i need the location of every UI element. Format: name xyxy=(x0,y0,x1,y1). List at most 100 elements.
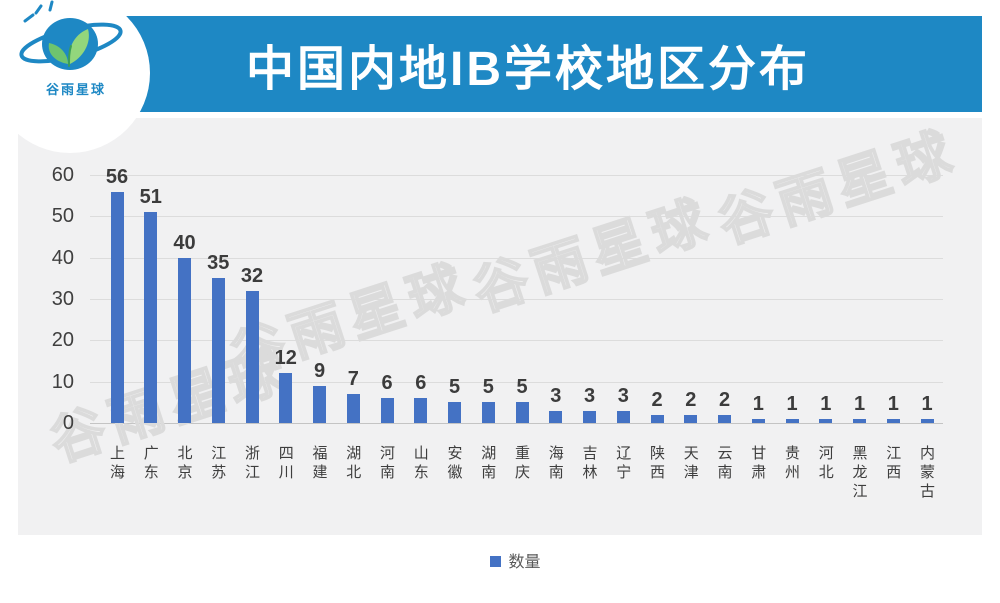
gridline xyxy=(90,216,943,218)
x-category-label: 山东 xyxy=(411,445,430,483)
data-label: 1 xyxy=(887,392,899,415)
data-label: 5 xyxy=(516,376,528,399)
data-label: 1 xyxy=(752,392,764,415)
title-banner: 中国内地IB学校地区分布 xyxy=(124,16,982,112)
x-category-label: 安徽 xyxy=(445,445,464,483)
bar xyxy=(751,418,765,423)
data-label: 56 xyxy=(105,165,129,188)
leaf-icon xyxy=(48,43,68,64)
x-category-label: 贵州 xyxy=(783,445,801,483)
x-category-label: 北京 xyxy=(175,445,194,483)
data-label: 12 xyxy=(274,347,297,370)
data-label: 5 xyxy=(482,376,494,399)
x-category-label: 福建 xyxy=(310,445,329,483)
bar xyxy=(650,414,664,423)
logo: 谷雨星球 xyxy=(8,0,140,100)
gridline xyxy=(90,299,943,300)
data-label: 40 xyxy=(173,231,196,254)
data-label: 6 xyxy=(381,372,393,395)
data-label: 5 xyxy=(448,376,461,399)
data-label: 1 xyxy=(786,392,798,415)
data-label: 3 xyxy=(550,384,562,407)
x-category-label: 广东 xyxy=(141,445,160,483)
bar xyxy=(515,402,529,423)
planet-leaf-icon xyxy=(19,0,123,70)
bar xyxy=(110,191,124,423)
watermark-text: 谷雨星球 xyxy=(222,253,478,389)
chart-panel: 谷雨星球 谷雨星球 谷雨星球 谷雨星球 56 51 40 35 32 12 9 7 6 6 5 5 5 3 3 3 2… xyxy=(18,118,982,535)
bar xyxy=(313,385,326,423)
bar xyxy=(886,418,900,423)
leaf-icon xyxy=(69,29,89,64)
bar xyxy=(583,410,596,423)
x-category-label: 河北 xyxy=(816,445,835,483)
y-tick-label: 20 xyxy=(51,329,74,352)
bar xyxy=(448,402,461,423)
legend-label: 数量 xyxy=(508,552,541,571)
data-label: 1 xyxy=(921,392,933,415)
y-tick-label: 10 xyxy=(51,370,74,393)
legend-swatch-icon xyxy=(490,555,502,567)
watermark-text: 谷雨星球 xyxy=(710,120,966,256)
data-label: 7 xyxy=(347,368,359,391)
x-category-label: 辽宁 xyxy=(614,445,633,483)
data-label: 2 xyxy=(685,388,697,411)
bar xyxy=(684,414,698,423)
legend: 数量 xyxy=(88,548,943,572)
data-label: 1 xyxy=(820,392,832,415)
data-label: 35 xyxy=(207,252,230,275)
data-label: 9 xyxy=(313,359,326,382)
bar xyxy=(718,414,731,423)
x-category-label: 江西 xyxy=(884,445,903,483)
x-category-label: 甘肃 xyxy=(749,445,768,483)
data-label: 51 xyxy=(139,186,162,209)
x-category-label: 江苏 xyxy=(209,445,228,483)
bar xyxy=(853,418,866,423)
x-category-label: 内蒙古 xyxy=(918,445,936,502)
stem-icon xyxy=(68,45,72,67)
bar xyxy=(819,418,833,423)
x-category-label: 海南 xyxy=(546,445,565,483)
logo-text: 谷雨星球 xyxy=(45,82,106,97)
bar xyxy=(414,398,428,423)
bar xyxy=(178,257,191,423)
x-category-label: 重庆 xyxy=(513,445,531,483)
x-category-label: 陕西 xyxy=(648,445,666,483)
x-category-label: 河南 xyxy=(378,445,396,483)
x-category-label: 湖北 xyxy=(344,445,363,483)
x-axis-line xyxy=(90,423,943,424)
x-category-label: 云南 xyxy=(715,445,734,483)
page-title: 中国内地IB学校地区分布 xyxy=(245,43,810,96)
x-category-label: 吉林 xyxy=(580,445,599,483)
gridline xyxy=(90,381,943,383)
x-category-label: 天津 xyxy=(681,445,700,483)
bar xyxy=(481,402,495,423)
bar xyxy=(144,212,158,423)
y-tick-label: 40 xyxy=(51,246,74,269)
data-label: 2 xyxy=(718,388,731,411)
gridline xyxy=(90,257,943,259)
bar xyxy=(785,418,799,423)
y-tick-label: 30 xyxy=(51,288,74,310)
x-category-label: 黑龙江 xyxy=(850,445,869,502)
sparkle-icon xyxy=(23,0,54,23)
data-label: 6 xyxy=(415,372,427,395)
x-category-label: 湖南 xyxy=(479,445,498,483)
gridline xyxy=(90,340,943,342)
y-tick-label: 50 xyxy=(51,205,74,228)
data-label: 3 xyxy=(617,384,629,407)
bar xyxy=(380,398,394,423)
gridline xyxy=(90,175,943,176)
y-tick-label: 60 xyxy=(51,164,74,186)
bar xyxy=(211,278,225,423)
bar xyxy=(245,290,259,423)
x-category-label: 上海 xyxy=(108,445,126,483)
data-label: 1 xyxy=(853,392,866,415)
watermark-text: 谷雨星球 xyxy=(465,188,721,324)
x-category-label: 浙江 xyxy=(243,445,261,483)
data-label: 2 xyxy=(651,388,663,411)
bar xyxy=(346,394,360,423)
data-label: 3 xyxy=(583,384,596,407)
x-category-label: 四川 xyxy=(276,445,295,483)
